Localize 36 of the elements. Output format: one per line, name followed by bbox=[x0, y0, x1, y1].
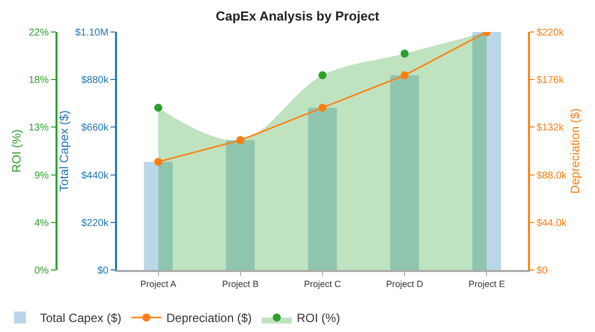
chart-title: CapEx Analysis by Project bbox=[216, 8, 380, 24]
y3-tick-label: 4% bbox=[34, 218, 49, 229]
y-tick-label: $220k bbox=[81, 218, 110, 229]
y-tick-label: $880k bbox=[81, 75, 110, 86]
legend-label: Depreciation ($) bbox=[166, 311, 252, 326]
point bbox=[400, 50, 409, 58]
point bbox=[400, 71, 409, 80]
x-tick-label: Project B bbox=[222, 278, 259, 289]
y2-tick-label: $88.0k bbox=[536, 170, 568, 182]
y-tick-label: $1.10M bbox=[75, 28, 108, 38]
x-tick-label: Project E bbox=[468, 278, 505, 289]
y2-tick-label: $176k bbox=[536, 75, 565, 86]
x-tick-label: Project C bbox=[304, 278, 342, 289]
x-tick-label: Project D bbox=[386, 278, 424, 289]
point bbox=[318, 71, 326, 80]
y2-tick-label: $220k bbox=[536, 28, 565, 38]
point bbox=[154, 104, 162, 112]
legend-label: ROI (%) bbox=[296, 311, 340, 326]
y2-axis-title: Depreciation ($) bbox=[568, 108, 582, 194]
point bbox=[154, 158, 162, 166]
y3-axis-title: ROI (%) bbox=[10, 129, 24, 173]
y-tick-label: $0 bbox=[97, 266, 109, 276]
point bbox=[318, 104, 326, 112]
y3-tick-label: 13% bbox=[28, 122, 49, 134]
y3-tick-label: 9% bbox=[34, 170, 49, 182]
x-tick-label: Project A bbox=[140, 278, 176, 289]
y2-tick-label: $0 bbox=[536, 266, 548, 276]
y2-tick-label: $132k bbox=[536, 122, 565, 134]
y-axis-title: Total Capex ($) bbox=[56, 110, 71, 192]
y3-tick-label: 0% bbox=[34, 266, 49, 276]
y3-tick-label: 18% bbox=[28, 75, 49, 86]
y-tick-label: $440k bbox=[81, 170, 110, 182]
legend-label: Total Capex ($) bbox=[40, 311, 122, 326]
y-tick-label: $660k bbox=[81, 122, 110, 134]
y2-tick-label: $44.0k bbox=[536, 218, 568, 229]
y3-tick-label: 22% bbox=[28, 28, 49, 38]
